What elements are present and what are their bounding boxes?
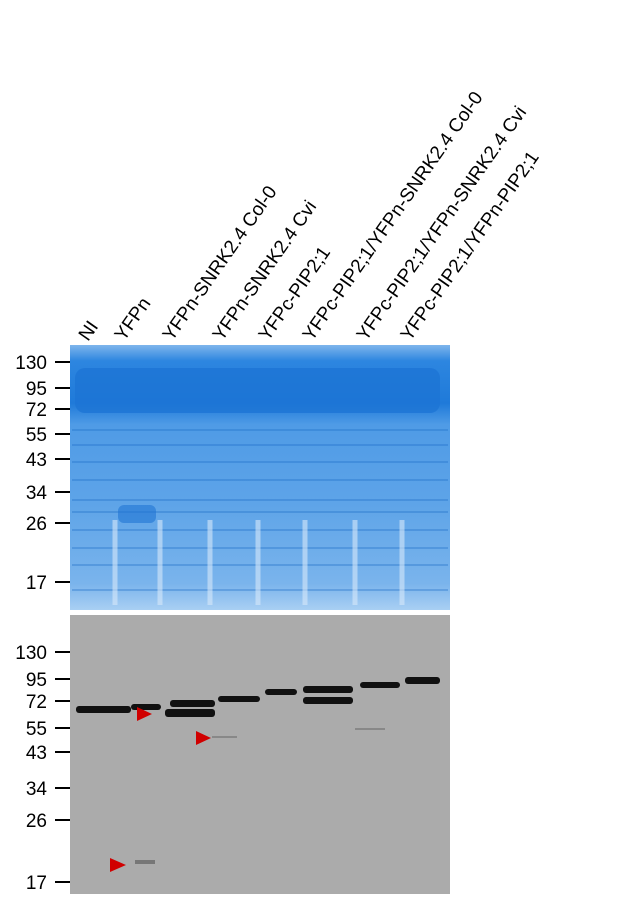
marker-label: 17 — [26, 573, 47, 594]
marker-label: 95 — [26, 670, 47, 691]
marker-label: 34 — [26, 483, 48, 504]
western-blot — [70, 615, 450, 894]
marker-label: 95 — [26, 379, 47, 400]
marker-label: 26 — [26, 811, 47, 832]
marker-label: 43 — [26, 450, 47, 471]
marker-label: 55 — [26, 425, 47, 446]
marker-label: 43 — [26, 743, 47, 764]
marker-label: 130 — [15, 643, 47, 664]
lane-label: NI — [75, 317, 103, 345]
coomassie-gel — [70, 345, 450, 610]
marker-label: 72 — [26, 692, 47, 713]
lane-label: YFPn — [111, 294, 155, 345]
marker-label: 72 — [26, 400, 47, 421]
marker-label: 17 — [26, 873, 47, 894]
marker-label: 130 — [15, 353, 47, 374]
marker-label: 55 — [26, 719, 47, 740]
marker-label: 34 — [26, 779, 48, 800]
marker-label: 26 — [26, 514, 47, 535]
